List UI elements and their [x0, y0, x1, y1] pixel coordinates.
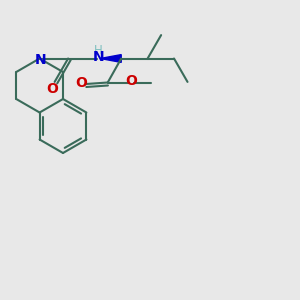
Polygon shape	[100, 55, 121, 62]
Text: O: O	[46, 82, 58, 95]
Text: N: N	[34, 53, 46, 67]
Text: N: N	[92, 50, 104, 64]
Text: O: O	[75, 76, 87, 89]
Text: H: H	[94, 44, 103, 57]
Text: O: O	[125, 74, 137, 88]
